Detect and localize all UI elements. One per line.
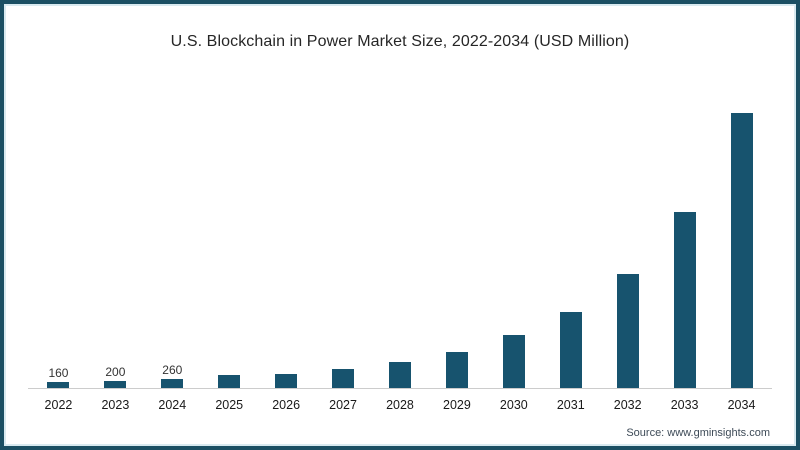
source-attribution: Source: www.gminsights.com <box>626 427 770 439</box>
chart-title: U.S. Blockchain in Power Market Size, 20… <box>170 33 630 50</box>
x-tick-label: 2027 <box>329 398 357 412</box>
bar-value-label: 160 <box>48 366 69 381</box>
x-tick-label: 2033 <box>670 398 699 412</box>
bar-slot <box>713 98 770 388</box>
bar <box>673 212 696 388</box>
x-tick-label: 2025 <box>215 398 244 412</box>
bar-value-label: 200 <box>105 364 126 379</box>
x-tick-label: 2022 <box>44 398 73 412</box>
bar-slot <box>258 98 315 388</box>
bar-slot <box>485 98 542 388</box>
bar <box>275 373 298 388</box>
x-tick-label: 2030 <box>499 398 528 412</box>
bar <box>47 382 70 388</box>
x-tick-label: 2024 <box>158 398 187 412</box>
bar <box>332 368 355 388</box>
x-tick-label: 2026 <box>272 398 301 412</box>
bar <box>445 351 468 388</box>
bar <box>218 375 241 388</box>
x-tick-label: 2032 <box>613 398 642 412</box>
x-tick-label: 2023 <box>101 398 130 412</box>
bar-slot <box>542 98 599 388</box>
x-tick-label: 2029 <box>443 398 471 412</box>
bar-value-label: 260 <box>162 362 183 377</box>
x-axis-line <box>28 388 772 389</box>
bar-plot-area: 160 200 260 <box>30 98 770 388</box>
bar-slot <box>201 98 258 388</box>
bar-slot: 200 <box>87 98 144 388</box>
x-tick-label: 2034 <box>727 398 756 412</box>
bar-slot: 160 <box>30 98 87 388</box>
bar <box>388 361 411 388</box>
bar <box>161 378 184 388</box>
bar-slot: 260 <box>144 98 201 388</box>
x-tick-label: 2031 <box>556 398 585 412</box>
bar <box>730 112 753 388</box>
bar-slot <box>372 98 429 388</box>
bar-slot <box>428 98 485 388</box>
bar-slot <box>315 98 372 388</box>
bar <box>502 335 525 388</box>
x-tick-label: 2028 <box>386 398 414 412</box>
bar <box>559 311 582 388</box>
bar-slot <box>599 98 656 388</box>
bar-slot <box>656 98 713 388</box>
bar <box>616 273 639 388</box>
bar <box>104 380 127 388</box>
x-axis-tick-row: 2022 2023 2024 2025 2026 2027 2028 2029 2030 2031… <box>30 398 770 412</box>
